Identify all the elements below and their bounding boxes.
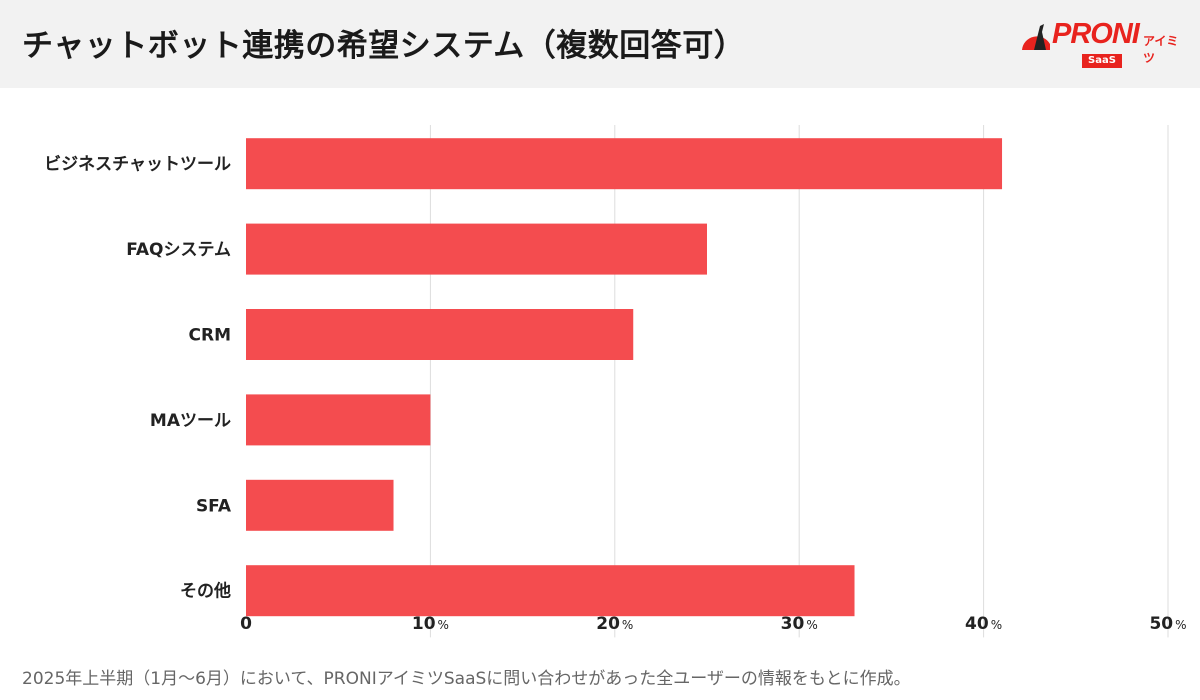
x-tick-label: 50%: [1149, 614, 1186, 634]
x-tick-label: 10%: [412, 614, 449, 634]
penguin-logo-icon: [1022, 24, 1050, 50]
page-title: チャットボット連携の希望システム（複数回答可）: [22, 28, 746, 64]
y-category-label: ビジネスチャットツール: [44, 155, 231, 175]
y-category-label: MAツール: [150, 411, 231, 431]
y-category-label: その他: [180, 581, 231, 602]
logo-text: PRONI: [1052, 18, 1140, 50]
logo: PRONI アイミツ SaaS: [1020, 16, 1185, 70]
logo-badge: SaaS: [1082, 54, 1122, 68]
x-tick-label: 30%: [781, 614, 818, 634]
x-tick-label: 20%: [596, 614, 633, 634]
y-category-label: SFA: [196, 496, 232, 516]
y-category-label: FAQシステム: [126, 240, 231, 260]
y-category-label: CRM: [189, 326, 231, 346]
bar: [246, 309, 634, 360]
x-tick-label: 40%: [965, 614, 1002, 634]
footnote: 2025年上半期（1月〜6月）において、PRONIアイミツSaaSに問い合わせが…: [22, 669, 911, 689]
bar-chart: 0 10% 20% 30% 40% 50 % ビジネスチャットツール FAQシステム CRM MAツ…: [44, 125, 1187, 638]
bar: [246, 565, 855, 617]
x-tick-label: 0: [240, 614, 252, 634]
logo-sub: アイミツ: [1143, 34, 1179, 65]
bar: [246, 394, 431, 446]
bar: [246, 479, 394, 531]
header: チャットボット連携の希望システム（複数回答可） PRONI アイミツ SaaS: [0, 0, 1200, 88]
bar: [246, 138, 1003, 190]
bar: [246, 223, 707, 275]
